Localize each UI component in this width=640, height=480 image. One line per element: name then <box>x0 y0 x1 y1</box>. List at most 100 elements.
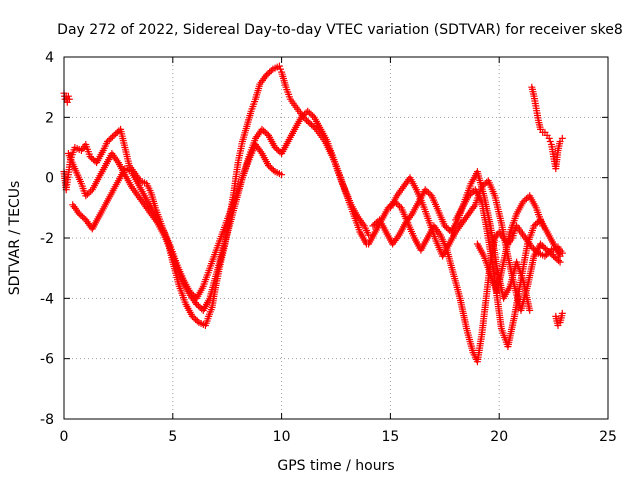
data-point-plus <box>558 309 566 317</box>
data-point-plus <box>297 113 305 121</box>
data-point-plus <box>479 181 487 189</box>
data-point-plus <box>548 251 556 259</box>
data-point-plus <box>426 190 434 198</box>
y-tick-label: -2 <box>40 231 54 247</box>
data-point-plus <box>442 223 450 231</box>
data-point-plus <box>104 138 111 145</box>
y-tick-labels: -8 -6 -4 -2 0 2 4 <box>40 50 54 428</box>
data-point-plus <box>278 171 286 179</box>
y-tick-label: 4 <box>45 50 54 66</box>
data-point-plus <box>113 128 121 136</box>
data-point-plus <box>258 125 266 133</box>
data-point-plus <box>541 245 549 253</box>
data-point-plus <box>543 246 551 254</box>
data-point-plus <box>441 222 449 230</box>
data-point-plus <box>64 92 72 100</box>
data-point-plus <box>539 222 547 230</box>
y-tick-label: -4 <box>40 291 54 307</box>
data-point-plus <box>371 220 379 228</box>
data-point-plus <box>303 116 311 124</box>
data-point-plus <box>264 70 272 78</box>
data-point-plus <box>533 219 541 227</box>
plot-frame <box>63 56 609 420</box>
x-tick-label: 15 <box>381 429 399 445</box>
data-point-plus <box>468 189 476 197</box>
data-point-plus <box>277 65 284 73</box>
data-point-plus <box>551 254 559 262</box>
data-point-plus <box>190 314 198 322</box>
data-point-plus <box>260 127 268 135</box>
data-point-plus <box>526 306 534 314</box>
data-point-plus <box>77 211 85 219</box>
data-point-plus <box>541 252 549 260</box>
data-point-plus <box>532 220 540 228</box>
data-point-plus <box>274 147 282 154</box>
data-point-plus <box>194 302 202 310</box>
data-point-plus <box>112 130 120 138</box>
data-point-plus <box>266 68 274 76</box>
data-point-plus <box>466 190 474 198</box>
data-point-plus <box>192 316 200 323</box>
series-track-j <box>60 89 73 106</box>
data-point-plus <box>105 136 113 144</box>
series-track-i <box>528 83 566 173</box>
data-point-plus <box>522 195 530 203</box>
data-point-plus <box>528 243 536 251</box>
data-point-plus <box>553 255 561 263</box>
data-point-plus <box>540 243 548 251</box>
data-point-plus <box>546 138 554 145</box>
data-point-plus <box>478 183 486 191</box>
data-point-plus <box>545 248 553 256</box>
data-point-plus <box>85 189 93 197</box>
data-point-plus <box>307 110 315 118</box>
data-point-plus <box>305 109 313 117</box>
data-point-plus <box>86 153 94 161</box>
x-tick-label: 20 <box>490 429 508 445</box>
data-point-plus <box>394 201 402 209</box>
data-point-plus <box>75 210 83 218</box>
x-tick-label: 25 <box>599 429 617 445</box>
series-track-c <box>69 141 286 302</box>
x-tick-label: 0 <box>60 429 69 445</box>
data-point-plus <box>304 107 312 115</box>
data-point-plus <box>83 190 91 198</box>
x-axis-label: GPS time / hours <box>277 458 394 474</box>
data-point-plus <box>304 118 312 126</box>
data-point-plus <box>299 112 307 120</box>
data-point-plus <box>521 196 529 204</box>
data-point-plus <box>537 240 544 248</box>
data-point-plus <box>262 71 270 79</box>
data-point-plus <box>306 119 314 127</box>
data-point-plus <box>269 166 277 174</box>
data-point-plus <box>300 110 308 118</box>
data-point-plus <box>309 122 317 130</box>
data-point-plus <box>108 133 116 141</box>
x-tick-label: 5 <box>168 429 177 445</box>
data-point-plus <box>481 180 489 188</box>
data-point-plus <box>421 186 429 194</box>
chart-title: Day 272 of 2022, Sidereal Day-to-day VTE… <box>57 22 623 38</box>
data-point-plus <box>89 156 97 164</box>
data-point-plus <box>186 288 194 296</box>
data-point-plus <box>556 258 564 266</box>
data-point-plus <box>190 291 197 299</box>
data-point-plus <box>444 225 452 233</box>
data-point-plus <box>365 231 373 239</box>
x-tick-labels: 0 5 10 15 20 25 <box>60 429 617 445</box>
data-point-plus <box>188 290 196 298</box>
data-points <box>60 62 566 366</box>
data-point-plus <box>110 131 118 139</box>
data-point-plus <box>545 134 553 142</box>
data-point-plus <box>555 257 562 265</box>
data-point-plus <box>519 198 527 206</box>
data-point-plus <box>261 128 269 136</box>
data-point-plus <box>558 134 566 142</box>
data-point-plus <box>107 135 115 142</box>
data-point-plus <box>556 252 564 260</box>
data-point-plus <box>530 222 538 230</box>
data-point-plus <box>79 213 86 221</box>
data-point-plus <box>308 121 315 129</box>
data-point-plus <box>267 67 275 75</box>
data-point-plus <box>65 95 73 103</box>
